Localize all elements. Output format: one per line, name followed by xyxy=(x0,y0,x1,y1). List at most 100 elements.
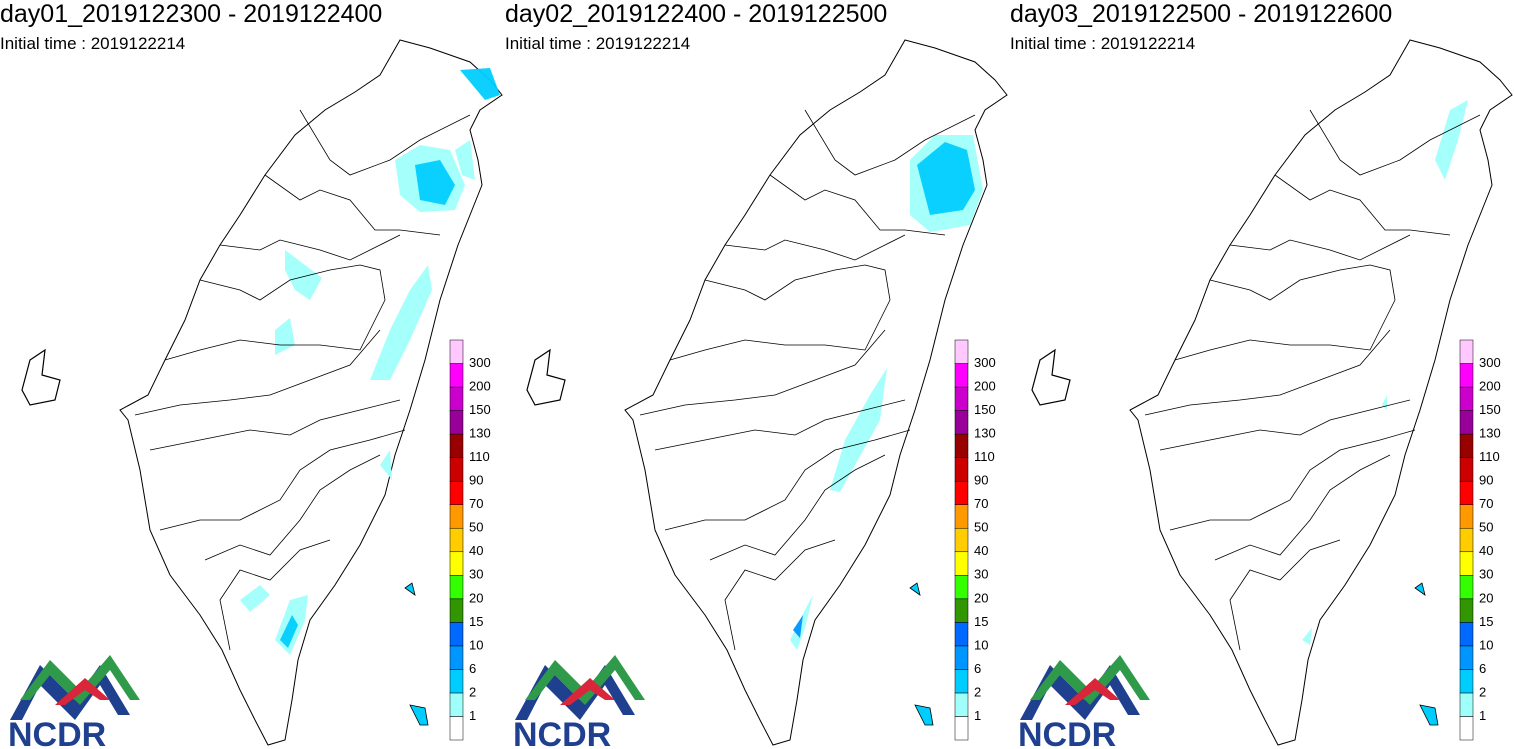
colorbar-box xyxy=(954,339,969,364)
colorbar-label: 15 xyxy=(469,614,483,629)
colorbar-box xyxy=(1459,457,1474,482)
colorbar-box xyxy=(1459,692,1474,717)
colorbar-label: 20 xyxy=(974,590,988,605)
island-small xyxy=(909,582,934,726)
colorbar-box xyxy=(954,504,969,529)
colorbar-box xyxy=(954,457,969,482)
colorbar-label: 2 xyxy=(974,684,981,699)
logo-text: NCDR xyxy=(8,716,106,749)
county-border xyxy=(769,174,946,236)
colorbar-label: 110 xyxy=(1479,449,1500,464)
colorbar-label: 50 xyxy=(1479,520,1493,535)
colorbar-label: 6 xyxy=(974,661,981,676)
rain-area xyxy=(285,250,322,300)
colorbar-label: 20 xyxy=(469,590,483,605)
rain-area xyxy=(793,615,803,638)
colorbar-box xyxy=(449,410,464,435)
colorbar-label: 150 xyxy=(469,402,491,417)
colorbar-box xyxy=(1459,669,1474,694)
colorbar-box xyxy=(1459,504,1474,529)
county-border xyxy=(1209,264,1396,301)
colorbar-box xyxy=(1459,645,1474,670)
logo-wave-green xyxy=(525,655,645,705)
county-border xyxy=(264,174,441,236)
colorbar-label: 40 xyxy=(1479,543,1493,558)
county-border xyxy=(804,109,976,176)
map-panel: day01_2019122300 - 2019122400 Initial tim… xyxy=(0,0,503,749)
colorbar-box xyxy=(954,692,969,717)
colorbar-box xyxy=(954,716,969,741)
rain-area xyxy=(830,368,887,492)
county-border xyxy=(709,454,886,561)
colorbar-box xyxy=(954,480,969,505)
colorbar-box xyxy=(954,433,969,458)
colorbar-label: 10 xyxy=(974,637,988,652)
island-small xyxy=(404,582,429,726)
colorbar-box xyxy=(449,339,464,364)
island-penghu xyxy=(1031,348,1071,406)
county-border xyxy=(199,264,386,301)
colorbar-label: 70 xyxy=(469,496,483,511)
rain-area xyxy=(280,615,298,648)
panel-title: day02_2019122400 - 2019122500 xyxy=(505,0,887,28)
county-border xyxy=(134,329,381,416)
county-border xyxy=(724,234,906,261)
colorbar-box xyxy=(1459,339,1474,364)
colorbar-label: 50 xyxy=(469,520,483,535)
colorbar-label: 15 xyxy=(974,614,988,629)
county-border xyxy=(1229,539,1341,651)
county-border xyxy=(1169,429,1416,531)
colorbar-label: 300 xyxy=(469,355,491,370)
colorbar-box xyxy=(1459,598,1474,623)
colorbar-label: 150 xyxy=(974,402,996,417)
colorbar-label: 1 xyxy=(1479,708,1486,723)
colorbar-box xyxy=(954,645,969,670)
colorbar-label: 20 xyxy=(1479,590,1493,605)
colorbar-label: 110 xyxy=(974,449,995,464)
county-border xyxy=(1274,174,1451,236)
county-border xyxy=(669,299,891,361)
colorbar-label: 40 xyxy=(974,543,988,558)
county-border xyxy=(654,399,906,451)
colorbar-label: 30 xyxy=(974,567,988,582)
colorbar-box xyxy=(954,386,969,411)
rain-area xyxy=(460,68,500,100)
county-border xyxy=(664,429,911,531)
colorbar-box xyxy=(449,504,464,529)
taiwan-outline xyxy=(1129,39,1513,746)
colorbar-label: 200 xyxy=(469,378,491,393)
colorbar-box xyxy=(449,716,464,741)
colorbar-box xyxy=(954,527,969,553)
colorbar-label: 130 xyxy=(469,426,491,441)
colorbar-box xyxy=(954,410,969,435)
rain-area xyxy=(275,318,295,355)
rain-area xyxy=(380,450,392,480)
colorbar-box xyxy=(449,363,464,388)
county-border xyxy=(704,264,891,301)
colorbar-label: 200 xyxy=(1479,378,1501,393)
colorbar-box xyxy=(1459,575,1474,600)
colorbar-label: 130 xyxy=(974,426,996,441)
colorbar-label: 70 xyxy=(974,496,988,511)
rain-area xyxy=(1435,100,1468,180)
colorbar-box xyxy=(1459,551,1474,576)
logo-text: NCDR xyxy=(513,716,611,749)
colorbar-box xyxy=(954,363,969,388)
colorbar-box xyxy=(954,575,969,600)
initial-time: Initial time : 2019122214 xyxy=(0,34,185,53)
colorbar-box xyxy=(449,622,464,647)
colorbar-label: 1 xyxy=(469,708,476,723)
colorbar-box xyxy=(1459,527,1474,553)
colorbar-label: 300 xyxy=(1479,355,1501,370)
rain-area xyxy=(1302,628,1312,645)
colorbar-label: 150 xyxy=(1479,402,1501,417)
initial-time: Initial time : 2019122214 xyxy=(505,34,690,53)
colorbar-box xyxy=(1459,363,1474,388)
logo-wave-green xyxy=(20,655,140,705)
colorbar-label: 200 xyxy=(974,378,996,393)
county-border xyxy=(299,109,471,176)
county-border xyxy=(149,399,401,451)
map-panel: day02_2019122400 - 2019122500 Initial tim… xyxy=(505,0,1008,749)
colorbar-label: 90 xyxy=(1479,473,1493,488)
